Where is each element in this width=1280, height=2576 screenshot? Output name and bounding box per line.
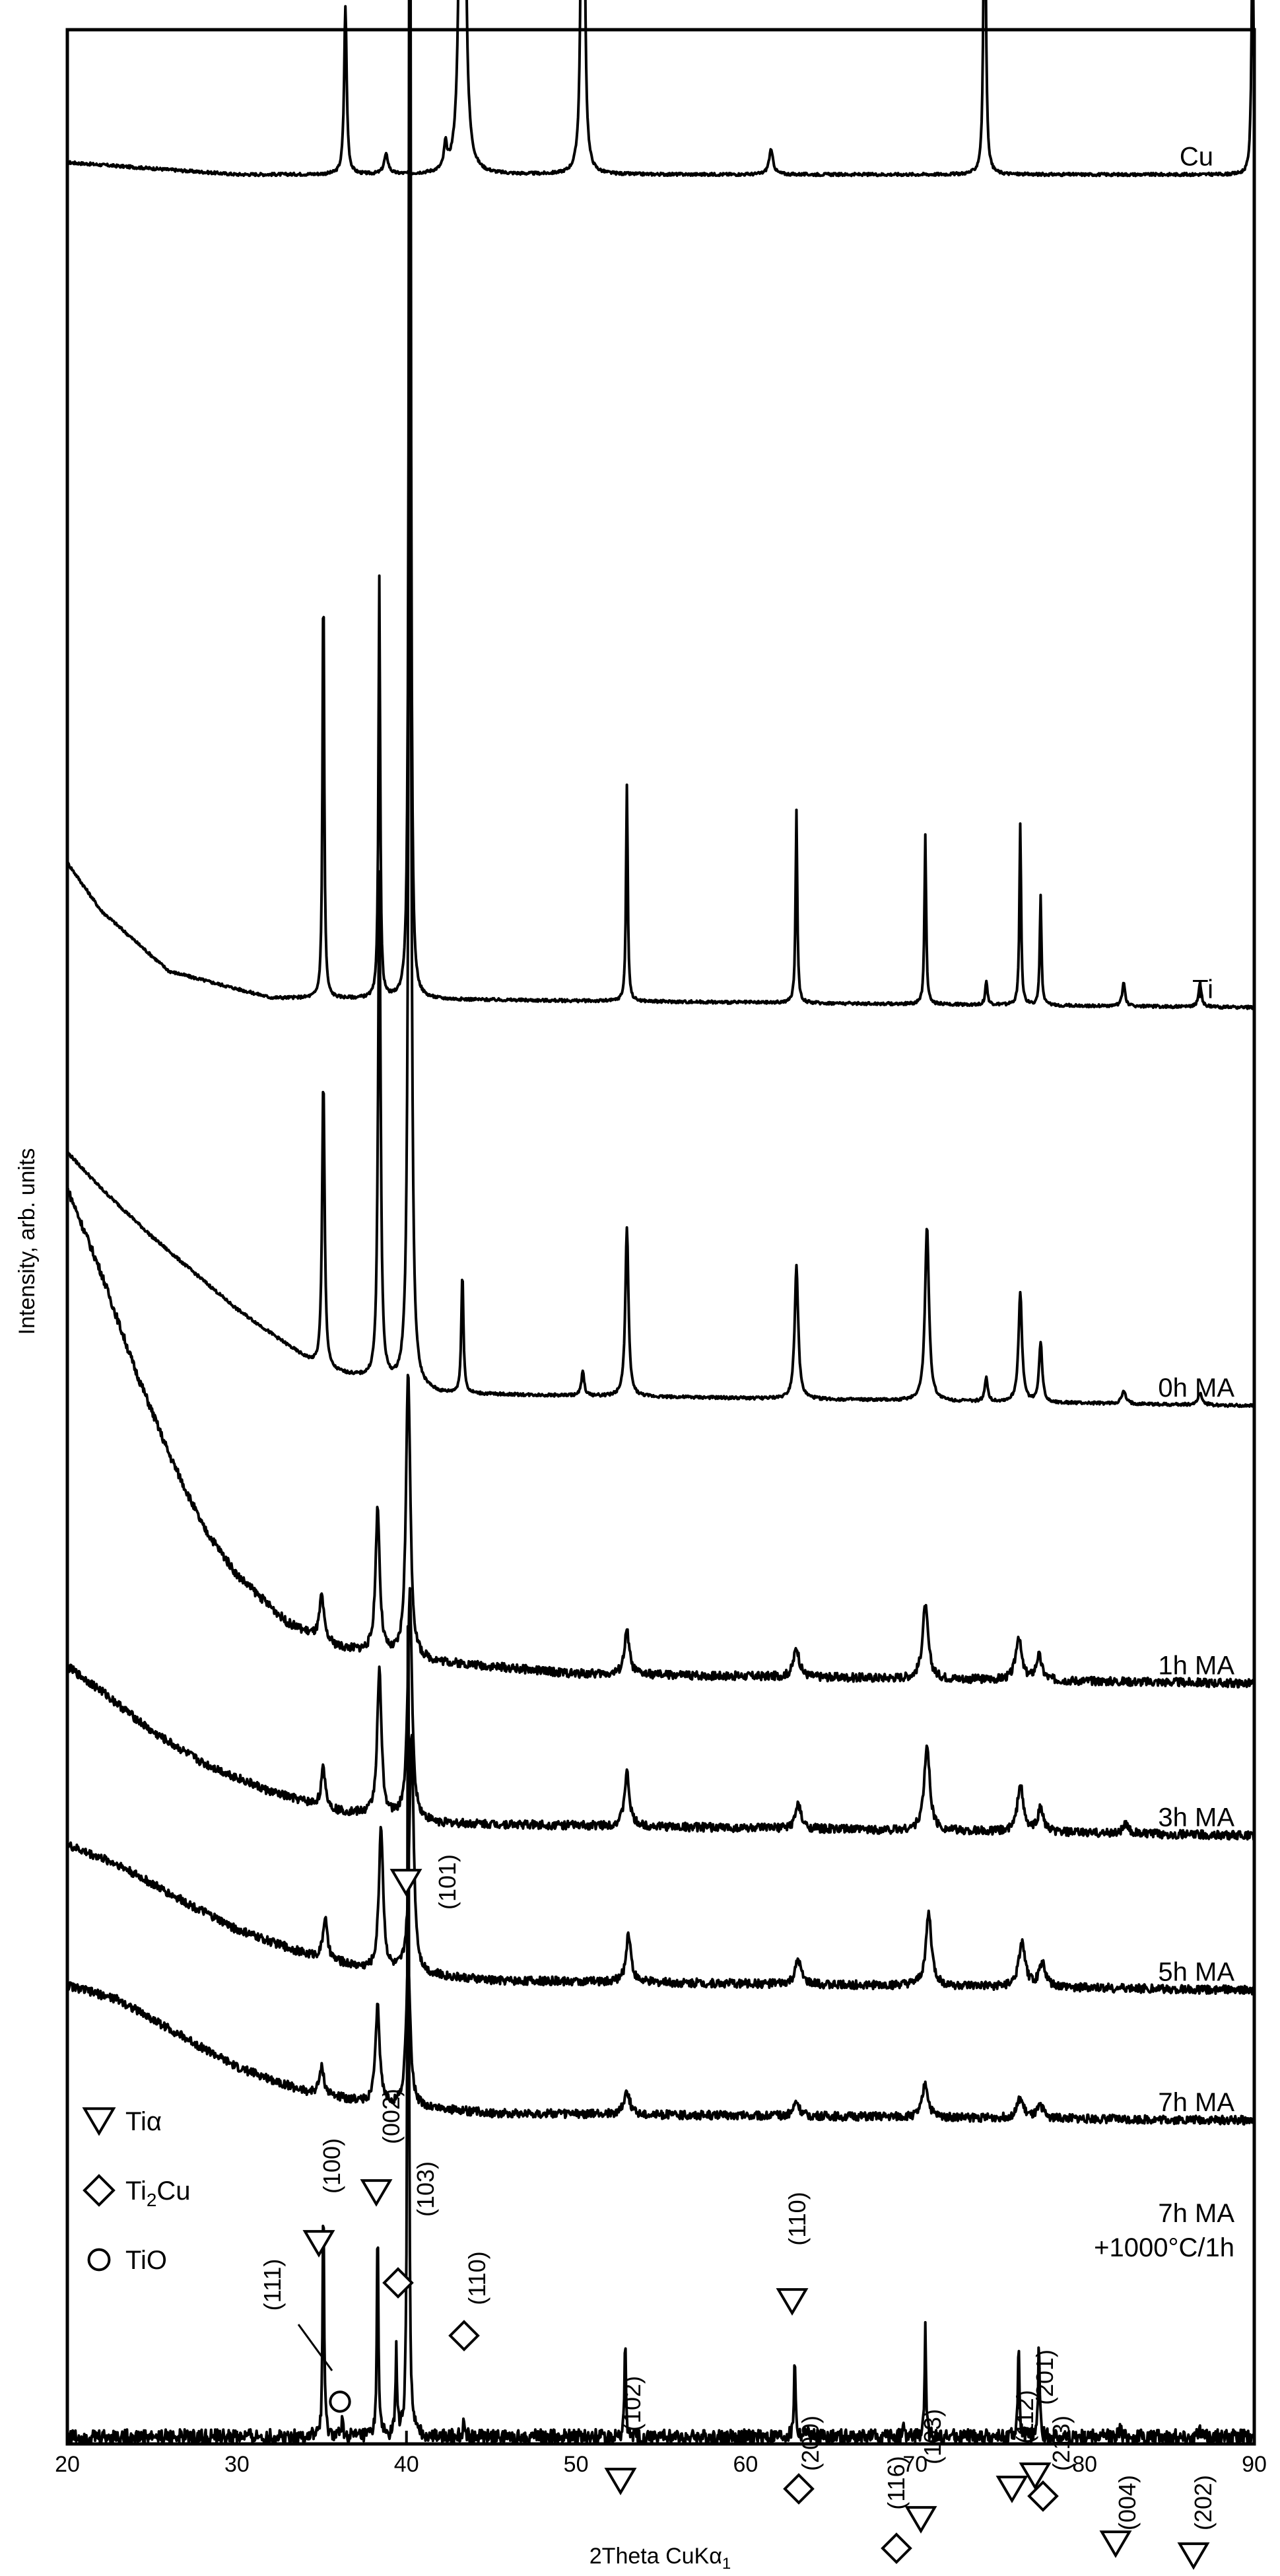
leader-line [297,2324,333,2371]
x-tick-label: 30 [224,2452,250,2477]
series-line [67,0,1256,178]
hkl-label: (111) [259,2259,286,2311]
legend: Tiα Ti2Cu TiO [82,2107,191,2275]
hkl-label: (112) [1011,2390,1038,2443]
tialpha-marker [302,2230,335,2258]
hkl-label: (103) [919,2409,946,2464]
series-layer [66,0,1256,2445]
plot-frame [65,28,1256,2446]
hkl-label: (116) [883,2456,910,2509]
ti2cu-marker [448,2320,480,2351]
hkl-label: (213) [1048,2416,1075,2471]
tialpha-marker [604,2468,637,2495]
legend-label: TiO [125,2246,167,2275]
hkl-label: (202) [1190,2475,1217,2530]
x-tick-label: 20 [55,2452,80,2477]
hkl-label: (002) [378,2089,405,2144]
ti2cu-marker [382,2267,414,2299]
tialpha-marker [360,2179,393,2207]
x-tick-label: 40 [394,2452,419,2477]
series-label: Ti [1192,975,1213,1004]
series-label: 7h MA [1158,2088,1234,2117]
tialpha-marker [995,2476,1028,2503]
ti2cu-marker [83,2174,116,2207]
x-tick-label: 80 [1072,2452,1097,2477]
hkl-label: (100) [318,2138,345,2194]
hkl-label: (103) [412,2161,439,2217]
tialpha-marker [82,2107,116,2136]
hkl-label: (101) [434,1854,461,1910]
tialpha-marker [1099,2530,1132,2558]
hkl-label: (102) [619,2376,646,2431]
legend-label: Ti2Cu [125,2176,191,2210]
series-line [66,1733,1256,1996]
series-line [66,1961,1256,2126]
series-label: 1h MA [1158,1651,1234,1680]
tialpha-marker [1019,2462,1052,2490]
hkl-label: (004) [1114,2475,1141,2530]
series-label: 5h MA [1158,1958,1234,1987]
series-label: 0h MA [1158,1374,1234,1403]
tialpha-marker [776,2288,809,2316]
ti2cu-marker [881,2532,912,2564]
tio-marker [329,2390,351,2413]
series-line [66,1625,1256,2445]
x-tick-label: 90 [1242,2452,1267,2477]
x-tick-label: 70 [902,2452,927,2477]
ti2cu-marker [783,2473,815,2505]
annotation-layer: (101) (100) (002) (103) (110) (111) (102) (110)… [259,1854,1217,2570]
legend-label: Tiα [125,2107,162,2136]
series-label: 7h MA +1000°C/1h [1094,2199,1234,2262]
y-axis-title: Intensity, arb. units [15,1148,40,1335]
hkl-label: (110) [784,2192,811,2245]
x-axis-ticks: 20 30 40 50 60 70 80 90 [55,2431,1267,2477]
x-axis-title: 2Theta CuKα1 [589,2544,731,2573]
series-line [66,1187,1255,1689]
series-label: Cu [1180,142,1213,171]
tialpha-marker [1177,2542,1210,2570]
series-line [66,176,1256,1409]
hkl-label: (200) [797,2416,824,2471]
series-line [66,0,1256,1010]
hkl-label: (201) [1031,2350,1058,2405]
tialpha-marker [904,2506,937,2534]
tialpha-marker [389,1869,422,1897]
series-label-layer: Cu Ti 0h MA 1h MA 3h MA 5h MA 7h MA 7h MA +1000°… [1094,142,1234,2262]
series-line [66,1587,1256,1841]
x-tick-label: 60 [733,2452,758,2477]
ti2cu-marker [1027,2480,1059,2512]
x-tick-label: 50 [564,2452,589,2477]
series-label: 3h MA [1158,1803,1234,1832]
tio-marker [87,2248,111,2272]
hkl-label: (110) [463,2251,490,2305]
